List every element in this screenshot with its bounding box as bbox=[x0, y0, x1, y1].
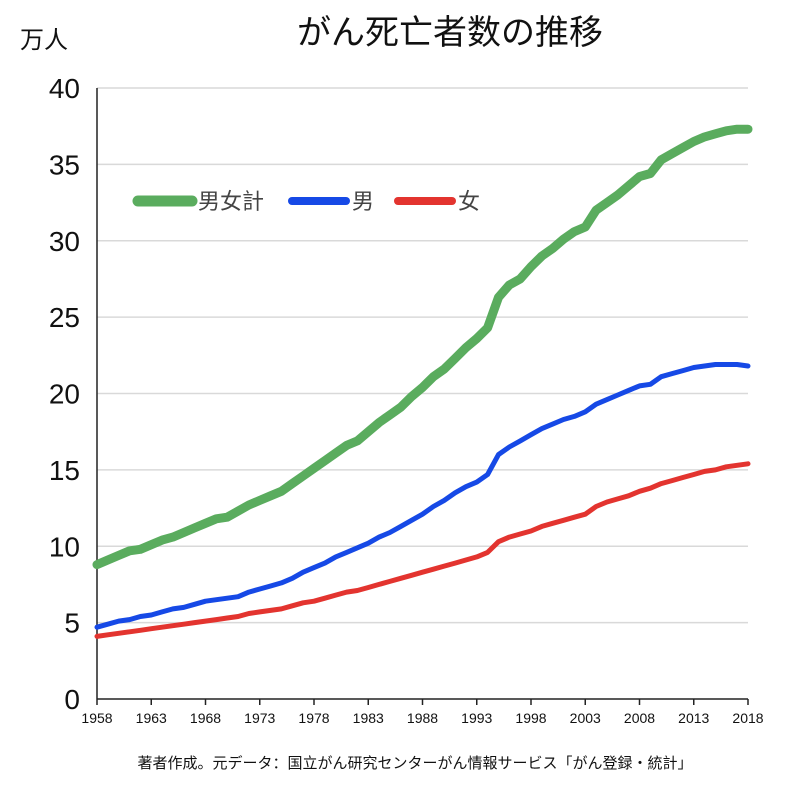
y-tick-label-20: 20 bbox=[49, 379, 80, 410]
series-line-total bbox=[92, 124, 753, 570]
x-tick-label-1973: 1973 bbox=[244, 710, 275, 726]
y-tick-label-40: 40 bbox=[49, 73, 80, 104]
x-tick-label-2008: 2008 bbox=[624, 710, 655, 726]
x-tick-label-2013: 2013 bbox=[678, 710, 709, 726]
source-note: 著者作成。元データ：国立がん研究センターがん情報サービス「がん登録・統計」 bbox=[137, 754, 692, 772]
y-tick-label-10: 10 bbox=[49, 531, 80, 562]
x-tick-label-1998: 1998 bbox=[515, 710, 546, 726]
series-lines bbox=[92, 124, 753, 639]
x-tick-label-1988: 1988 bbox=[407, 710, 438, 726]
axes bbox=[96, 88, 749, 705]
gridlines bbox=[97, 87, 748, 624]
series-line-male bbox=[94, 362, 751, 630]
y-tick-label-5: 5 bbox=[64, 608, 80, 639]
x-tick-labels: 1958 1963 1968 1973 1978 1983 1988 1993 1998 2003… bbox=[81, 710, 763, 726]
x-tick-label-1978: 1978 bbox=[298, 710, 329, 726]
y-axis-unit-label: 万人 bbox=[20, 26, 68, 54]
legend: 男女計 男 女 bbox=[132, 190, 480, 215]
y-tick-label-30: 30 bbox=[49, 226, 80, 257]
x-tick-label-2003: 2003 bbox=[570, 710, 601, 726]
x-tick-label-1958: 1958 bbox=[81, 710, 112, 726]
legend-label-total: 男女計 bbox=[198, 190, 264, 215]
series-line-female bbox=[94, 461, 751, 639]
y-tick-label-15: 15 bbox=[49, 455, 80, 486]
x-tick-label-1983: 1983 bbox=[353, 710, 384, 726]
x-tick-label-1963: 1963 bbox=[136, 710, 167, 726]
y-tick-labels: 0 5 10 15 20 25 30 35 40 bbox=[49, 73, 80, 715]
y-tick-label-35: 35 bbox=[49, 149, 80, 180]
legend-label-female: 女 bbox=[458, 190, 480, 215]
y-tick-label-0: 0 bbox=[64, 684, 80, 715]
x-tick-label-1993: 1993 bbox=[461, 710, 492, 726]
legend-label-male: 男 bbox=[352, 190, 374, 215]
x-tick-label-2018: 2018 bbox=[732, 710, 763, 726]
y-tick-label-25: 25 bbox=[49, 302, 80, 333]
x-tick-label-1968: 1968 bbox=[190, 710, 221, 726]
chart-title: がん死亡者数の推移 bbox=[297, 13, 603, 53]
